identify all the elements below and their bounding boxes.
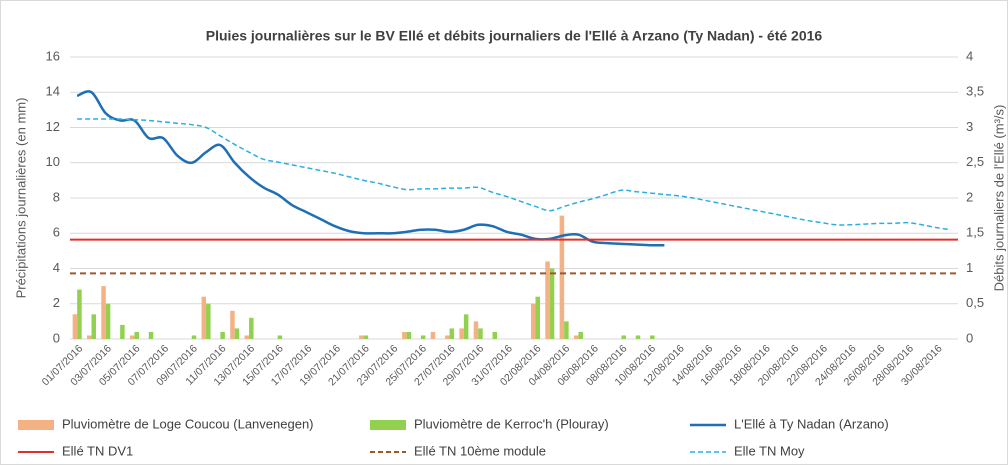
bar — [650, 335, 655, 339]
bar — [277, 335, 283, 339]
legend-label: Ellé TN 10ème module — [414, 443, 546, 458]
y2-tick-label: 0 — [966, 330, 973, 345]
bar — [564, 321, 569, 339]
bar — [402, 331, 407, 339]
bar — [220, 331, 225, 339]
bar — [459, 328, 464, 339]
legend-key — [18, 420, 54, 430]
y-tick-label: 14 — [46, 84, 60, 99]
bar — [230, 310, 235, 339]
bar — [86, 335, 92, 339]
bar — [77, 289, 82, 339]
bar — [91, 314, 96, 339]
legend-label: L'Ellé à Ty Nadan (Arzano) — [734, 416, 889, 431]
legend-label: Ellé TN DV1 — [62, 443, 133, 458]
bar — [129, 335, 135, 339]
bar — [406, 331, 412, 339]
y2-axis-label: Débits journaliers de l'Ellé (m³/s) — [991, 105, 1006, 292]
y-tick-label: 16 — [46, 48, 60, 63]
y2-tick-label: 3,5 — [966, 84, 984, 99]
bar — [549, 268, 555, 339]
bar — [244, 335, 250, 339]
chart-title: Pluies journalières sur le BV Ellé et dé… — [206, 28, 823, 44]
bar — [148, 331, 154, 339]
y-axis-label: Précipitations journalières (en mm) — [13, 98, 28, 299]
y2-tick-label: 2 — [966, 189, 973, 204]
bar — [363, 335, 369, 339]
y-tick-label: 4 — [53, 260, 60, 275]
line-series — [76, 90, 665, 247]
bar — [430, 331, 436, 339]
line-series — [77, 118, 951, 231]
bar — [635, 335, 641, 339]
legend-key — [370, 420, 406, 430]
bar — [105, 303, 111, 339]
y-tick-label: 6 — [53, 225, 60, 240]
legend-label: Pluviomètre de Loge Coucou (Lanvenegen) — [62, 416, 314, 431]
y-tick-label: 8 — [53, 189, 60, 204]
bar — [72, 314, 78, 339]
bar — [206, 303, 211, 339]
y-tick-label: 12 — [46, 119, 60, 134]
bar — [234, 328, 240, 339]
bar — [478, 328, 483, 339]
bar — [573, 335, 579, 339]
bar — [492, 331, 498, 339]
bar — [449, 328, 455, 339]
bar — [545, 261, 550, 339]
bar — [559, 215, 565, 339]
bar — [535, 296, 540, 339]
y-tick-label: 2 — [53, 295, 60, 310]
bar — [101, 286, 106, 339]
bar — [120, 324, 125, 339]
bar — [420, 335, 426, 339]
y2-tick-label: 1,5 — [966, 225, 984, 240]
bar — [578, 331, 583, 339]
legend-label: Elle TN Moy — [734, 443, 805, 458]
bar — [530, 303, 536, 339]
y-tick-label: 10 — [46, 154, 60, 169]
y2-tick-label: 1 — [966, 260, 973, 275]
legend-label: Pluviomètre de Kerroc'h (Plouray) — [414, 416, 609, 431]
bar — [445, 335, 450, 339]
y2-tick-label: 0,5 — [966, 295, 984, 310]
bar — [473, 321, 479, 339]
y-tick-label: 0 — [53, 330, 60, 345]
y2-tick-label: 4 — [966, 48, 973, 63]
bar — [249, 317, 254, 339]
bar — [359, 335, 364, 339]
bar — [191, 335, 197, 339]
y2-tick-label: 2,5 — [966, 154, 984, 169]
y2-tick-label: 3 — [966, 119, 973, 134]
bar — [201, 296, 207, 339]
bar — [134, 331, 139, 339]
bar — [621, 335, 626, 339]
bar — [463, 314, 469, 339]
